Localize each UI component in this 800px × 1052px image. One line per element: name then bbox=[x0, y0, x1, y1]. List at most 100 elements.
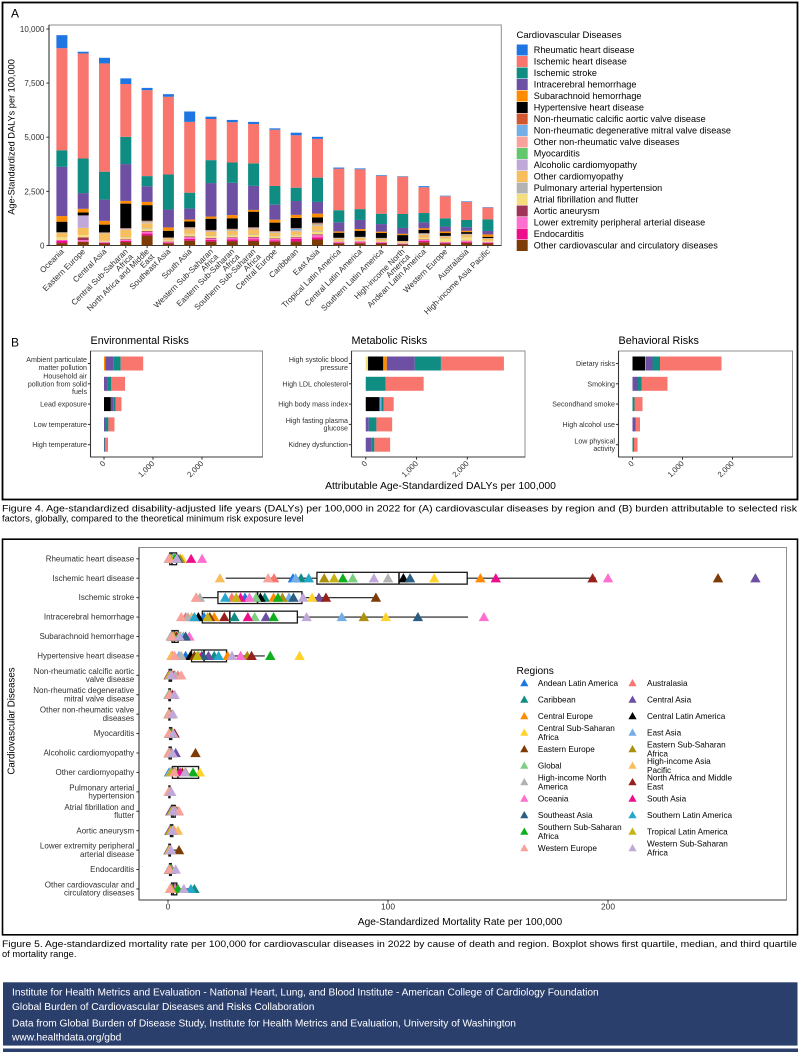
svg-text:Alcoholic cardiomyopathy: Alcoholic cardiomyopathy bbox=[43, 749, 134, 758]
svg-text:South Asia: South Asia bbox=[647, 795, 687, 804]
svg-text:Dietary risks: Dietary risks bbox=[576, 360, 615, 368]
svg-text:Aortic aneurysm: Aortic aneurysm bbox=[76, 826, 134, 835]
svg-text:Endocarditis: Endocarditis bbox=[534, 229, 584, 239]
svg-text:Myocarditis: Myocarditis bbox=[94, 729, 134, 738]
svg-text:Caribbean: Caribbean bbox=[538, 696, 576, 705]
svg-text:Endocarditis: Endocarditis bbox=[90, 865, 134, 874]
svg-text:Eastern Europe: Eastern Europe bbox=[538, 745, 595, 754]
svg-text:Subarachnoid hemorrhage: Subarachnoid hemorrhage bbox=[534, 91, 642, 101]
svg-text:Non-rheumatic calcific aortic: Non-rheumatic calcific aortic valve dise… bbox=[534, 114, 706, 124]
svg-text:Lead exposure: Lead exposure bbox=[40, 401, 87, 409]
svg-text:2,500: 2,500 bbox=[24, 187, 45, 196]
svg-text:of mortality range.: of mortality range. bbox=[2, 949, 76, 959]
svg-text:Southern Sub-SaharanAfrica: Southern Sub-SaharanAfrica bbox=[538, 823, 622, 841]
svg-text:Cardiovascular Diseases: Cardiovascular Diseases bbox=[7, 667, 18, 774]
svg-text:Hypertensive heart disease: Hypertensive heart disease bbox=[534, 103, 644, 113]
svg-text:Kidney dysfunction: Kidney dysfunction bbox=[288, 441, 348, 449]
svg-text:0: 0 bbox=[166, 902, 171, 912]
svg-text:1,000: 1,000 bbox=[400, 459, 421, 480]
svg-text:High LDL cholesterol: High LDL cholesterol bbox=[282, 380, 348, 388]
svg-text:Andean Latin America: Andean Latin America bbox=[538, 679, 619, 688]
svg-text:Intracerebral hemorrhage: Intracerebral hemorrhage bbox=[44, 613, 135, 622]
svg-text:Data from Global Burden of Dis: Data from Global Burden of Disease Study… bbox=[12, 1019, 516, 1030]
svg-text:Intracerebral hemorrhage: Intracerebral hemorrhage bbox=[534, 80, 637, 90]
svg-text:Western Sub-SaharanAfrica: Western Sub-SaharanAfrica bbox=[647, 840, 728, 858]
svg-text:factors, globally, compared to: factors, globally, compared to the theor… bbox=[2, 514, 304, 524]
svg-text:1,000: 1,000 bbox=[666, 459, 687, 480]
svg-text:Ischemic stroke: Ischemic stroke bbox=[79, 593, 135, 602]
svg-text:North Africa and MiddleEast: North Africa and MiddleEast bbox=[647, 774, 733, 792]
svg-text:Regions: Regions bbox=[517, 666, 554, 677]
svg-text:Tropical Latin America: Tropical Latin America bbox=[647, 828, 728, 837]
svg-text:Atrial fibrillation and flutte: Atrial fibrillation and flutter bbox=[534, 195, 639, 205]
svg-text:Cardiovascular Diseases: Cardiovascular Diseases bbox=[517, 30, 622, 41]
svg-text:5,000: 5,000 bbox=[24, 133, 45, 142]
svg-text:Age-Standardized Mortality Rat: Age-Standardized Mortality Rate per 100,… bbox=[358, 917, 563, 928]
svg-text:0: 0 bbox=[626, 459, 636, 469]
svg-text:Institute for Health Metrics a: Institute for Health Metrics and Evaluat… bbox=[12, 988, 599, 999]
svg-text:Myocarditis: Myocarditis bbox=[534, 149, 580, 159]
svg-text:East Asia: East Asia bbox=[647, 729, 682, 738]
svg-text:Central Sub-SaharanAfrica: Central Sub-SaharanAfrica bbox=[538, 724, 615, 742]
svg-text:Ischemic stroke: Ischemic stroke bbox=[534, 68, 597, 78]
svg-text:Secondhand smoke: Secondhand smoke bbox=[552, 401, 615, 409]
svg-text:Oceania: Oceania bbox=[538, 795, 569, 804]
svg-text:Attributable Age-Standardized: Attributable Age-Standardized DALYs per … bbox=[325, 481, 556, 492]
svg-text:Western Europe: Western Europe bbox=[538, 844, 597, 853]
svg-text:0: 0 bbox=[360, 459, 370, 469]
svg-text:Pulmonary arterial hypertensio: Pulmonary arterial hypertension bbox=[534, 183, 662, 193]
svg-text:Hypertensive heart disease: Hypertensive heart disease bbox=[37, 652, 134, 661]
svg-text:High-income NorthAmerica: High-income NorthAmerica bbox=[538, 774, 607, 792]
svg-text:www.healthdata.org/gbd: www.healthdata.org/gbd bbox=[11, 1033, 122, 1044]
svg-text:Lower extremity peripheral art: Lower extremity peripheral arterial dise… bbox=[534, 218, 705, 228]
svg-text:B: B bbox=[11, 336, 19, 350]
svg-text:Southern Latin America: Southern Latin America bbox=[647, 811, 733, 820]
svg-text:Global: Global bbox=[538, 762, 562, 771]
svg-text:Other non-rheumatic valve dise: Other non-rheumatic valve diseases bbox=[534, 137, 680, 147]
svg-text:Aortic aneurysm: Aortic aneurysm bbox=[534, 206, 600, 216]
svg-text:Metabolic Risks: Metabolic Risks bbox=[352, 335, 428, 347]
svg-text:High temperature: High temperature bbox=[32, 441, 87, 449]
svg-text:7,500: 7,500 bbox=[24, 79, 45, 88]
svg-text:Central Asia: Central Asia bbox=[647, 696, 692, 705]
svg-text:2,000: 2,000 bbox=[451, 459, 472, 480]
svg-text:Other cardiovascular and circu: Other cardiovascular and circulatory dis… bbox=[534, 241, 718, 251]
svg-text:A: A bbox=[11, 7, 19, 21]
svg-text:Ischemic heart disease: Ischemic heart disease bbox=[52, 574, 134, 583]
svg-text:Figure 4. Age-standardized dis: Figure 4. Age-standardized disability-ad… bbox=[2, 504, 797, 514]
svg-text:Ischemic heart disease: Ischemic heart disease bbox=[534, 57, 627, 67]
svg-text:2,000: 2,000 bbox=[185, 459, 206, 480]
svg-text:100: 100 bbox=[381, 902, 395, 912]
svg-text:Non-rheumatic degenerative mit: Non-rheumatic degenerative mitral valve … bbox=[534, 126, 731, 136]
svg-text:Smoking: Smoking bbox=[587, 380, 615, 388]
svg-text:Figure 5. Age-standardized mor: Figure 5. Age-standardized mortality rat… bbox=[2, 939, 797, 949]
svg-text:0: 0 bbox=[98, 459, 108, 469]
svg-text:Australasia: Australasia bbox=[647, 679, 688, 688]
svg-text:Central Latin America: Central Latin America bbox=[647, 712, 726, 721]
svg-text:Other cardiomyopathy: Other cardiomyopathy bbox=[534, 172, 624, 182]
svg-text:High alcohol use: High alcohol use bbox=[563, 421, 616, 429]
svg-text:200: 200 bbox=[601, 902, 615, 912]
svg-text:10,000: 10,000 bbox=[20, 25, 45, 34]
svg-text:Global Burden of Cardiovascula: Global Burden of Cardiovascular Diseases… bbox=[12, 1002, 314, 1013]
svg-text:0: 0 bbox=[40, 241, 45, 250]
svg-text:Rheumatic heart disease: Rheumatic heart disease bbox=[46, 554, 135, 563]
svg-text:Behavioral Risks: Behavioral Risks bbox=[619, 335, 700, 347]
svg-text:Age-Standardized DALYs per 100: Age-Standardized DALYs per 100,000 bbox=[7, 59, 17, 215]
svg-text:Other cardiomyopathy: Other cardiomyopathy bbox=[55, 768, 134, 777]
svg-text:Southeast Asia: Southeast Asia bbox=[538, 811, 593, 820]
svg-text:Rheumatic heart disease: Rheumatic heart disease bbox=[534, 45, 635, 55]
svg-text:Central Europe: Central Europe bbox=[538, 712, 594, 721]
